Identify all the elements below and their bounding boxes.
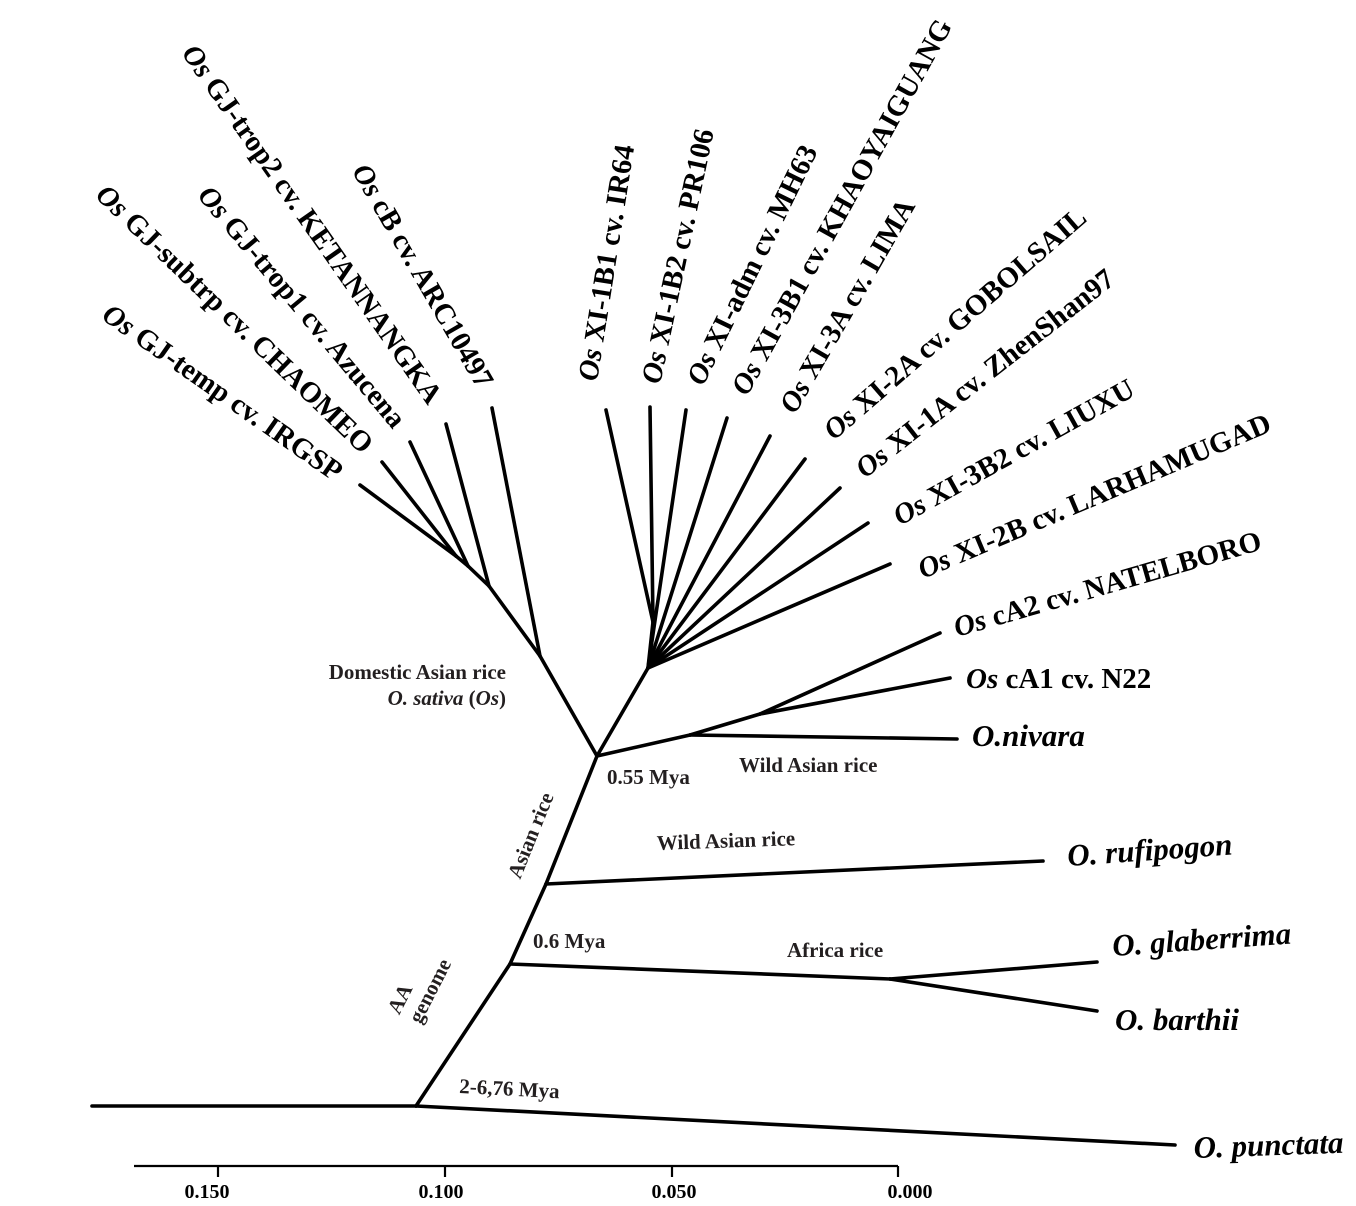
xi-stem-branch: [595, 666, 650, 758]
glaberrima-branch: [888, 960, 1099, 981]
asian-rice-branch: [508, 882, 548, 966]
gj-inner2-branch: [466, 564, 491, 588]
o-sativa-label: O. sativa (Os): [388, 686, 506, 710]
leaf-label-xi1b1: Os XI-1B1 cv. IR64: [572, 143, 641, 384]
tick-label: 0.000: [888, 1181, 933, 1203]
mya-2-676-label: 2-6,76 Mya: [459, 1074, 561, 1103]
ca1-branch: [758, 676, 952, 716]
xi-leaf-labels: Os XI-1B1 cv. IR64 Os XI-1B2 cv. PR106 O…: [572, 14, 1275, 695]
cb-branch: [490, 406, 542, 658]
leaf-label-rufipogon: O. rufipogon: [1066, 827, 1233, 873]
scale-axis: 0.150 0.100 0.050 0.000: [134, 1164, 933, 1203]
gj-temp-branch: [358, 483, 458, 558]
aa-genome-branch: [414, 962, 512, 1108]
species-leaf-labels: O.nivara O. rufipogon O. glaberrima O. b…: [972, 718, 1344, 1165]
xi2b-branch: [646, 562, 892, 670]
wild-asian-rice-label-1: Wild Asian rice: [739, 753, 877, 777]
xi-clade-branches: [595, 405, 892, 758]
leaf-label-ca1: Os cA1 cv. N22: [966, 663, 1151, 695]
africa-rice-label: Africa rice: [787, 938, 883, 962]
xi1a-branch: [646, 486, 842, 670]
asian-rice-label: Asian rice: [502, 789, 558, 882]
xi3a-branch: [646, 434, 772, 670]
gj-leaf-labels: Os GJ-temp cv. IRGSP Os GJ-subtrp cv. CH…: [89, 39, 499, 488]
gj-trop2-branch: [444, 422, 491, 588]
domestic-asian-rice-label: Domestic Asian rice: [329, 660, 506, 684]
ca2-ca1-stem-branch: [688, 712, 762, 737]
xi3b1-branch: [646, 416, 729, 670]
xiadm-branch: [646, 408, 688, 670]
wild-asian-rice-label-2: Wild Asian rice: [656, 826, 795, 855]
leaf-label-barthii: O. barthii: [1115, 1002, 1239, 1037]
tick-label: 0.100: [419, 1181, 464, 1203]
gj-clade-branches: [358, 406, 599, 758]
wild-stem-branch: [595, 733, 692, 758]
annotations: Domestic Asian rice O. sativa (Os) 0.55 …: [329, 660, 883, 1103]
africa-stem-branch: [508, 962, 892, 981]
gj-inner3-branch: [454, 554, 470, 568]
gj-stem-branch: [538, 654, 599, 758]
rufipogon-branch: [544, 859, 1045, 886]
xi1b1-branch: [604, 408, 655, 624]
punctata-branch: [414, 1104, 1177, 1147]
leaf-label-nivara: O.nivara: [972, 718, 1085, 753]
tick-label: 0.150: [185, 1181, 230, 1203]
gj-inner-branch: [487, 584, 542, 658]
leaf-label-glaberrima: O. glaberrima: [1111, 916, 1292, 963]
backbone-branches: [90, 631, 1177, 1147]
xi2a-branch: [646, 457, 807, 670]
barthii-branch: [888, 977, 1099, 1013]
leaf-label-punctata: O. punctata: [1193, 1125, 1344, 1165]
mya-06-label: 0.6 Mya: [533, 929, 606, 953]
gj-subtrp-branch: [380, 460, 458, 558]
asian-stem-branch: [544, 754, 599, 886]
gj-trop1-branch: [408, 440, 470, 568]
ca2-branch: [758, 631, 942, 716]
xi1b2-branch: [648, 405, 655, 624]
tick-label: 0.050: [652, 1181, 697, 1203]
nivara-branch: [688, 733, 959, 741]
xi3b2-branch: [646, 521, 870, 670]
mya-055-label: 0.55 Mya: [607, 765, 690, 789]
